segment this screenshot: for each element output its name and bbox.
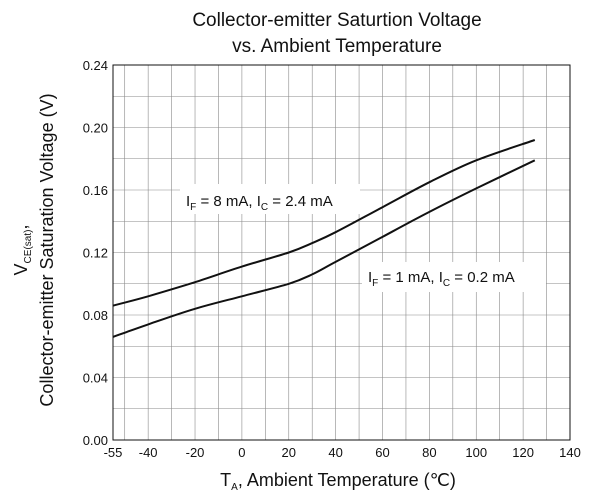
y-tick-label: 0.04	[83, 371, 108, 386]
plot-frame	[112, 64, 571, 441]
annotation-1-part-4: = 2.4 mA	[268, 193, 333, 210]
grid	[113, 65, 570, 440]
y-tick-label: 0.00	[83, 433, 108, 448]
annotation-1-part-3: C	[261, 202, 268, 213]
y-tick-label: 0.20	[83, 121, 108, 136]
annotation-1-part-0: I	[186, 193, 190, 210]
svg-text:IF = 1 mA, IC = 0.2 mA: IF = 1 mA, IC = 0.2 mA	[368, 269, 515, 289]
annotation-1-part-1: F	[190, 202, 196, 213]
x-tick-label: 120	[512, 445, 534, 460]
x-axis-title-rest: , Ambient Temperature (℃)	[238, 470, 456, 490]
x-axis-title-main: T	[220, 470, 231, 490]
x-axis-title: TA, Ambient Temperature (℃)	[220, 470, 456, 492]
annotation-series-2: IF = 1 mA, IC = 0.2 mA	[362, 262, 546, 292]
x-tick-label: 80	[422, 445, 436, 460]
x-tick-label: 100	[465, 445, 487, 460]
x-tick-label: 40	[328, 445, 342, 460]
annotation-2-part-2: = 1 mA, I	[378, 269, 443, 286]
y-tick-label: 0.12	[83, 246, 108, 261]
annotation-2-part-0: I	[368, 269, 372, 286]
y-axis-title-line1: VCE(sat),	[11, 225, 34, 276]
y-axis-title-sub: CE(sat)	[23, 230, 34, 264]
y-axis-ticks: 0.00 0.04 0.08 0.12 0.16 0.20 0.24	[83, 58, 108, 448]
y-tick-label: 0.16	[83, 183, 108, 198]
x-tick-label: 60	[375, 445, 389, 460]
y-tick-label: 0.08	[83, 308, 108, 323]
annotation-1-part-2: = 8 mA, I	[196, 193, 261, 210]
chart-title-line2: vs. Ambient Temperature	[232, 36, 442, 57]
x-tick-label: 140	[559, 445, 581, 460]
y-tick-label: 0.24	[83, 58, 108, 73]
y-axis-title-main: V	[11, 263, 31, 275]
x-tick-label: -20	[186, 445, 205, 460]
series-line-1	[112, 139, 536, 307]
x-axis-title-sub: A	[231, 482, 238, 492]
x-axis-ticks: -55 -40 -20 0 20 40 60 80 100 120 140	[104, 445, 581, 460]
annotation-series-1: IF = 8 mA, IC = 2.4 mA	[180, 184, 360, 214]
annotation-2-part-4: = 0.2 mA	[450, 269, 515, 286]
x-tick-label: 20	[282, 445, 296, 460]
x-tick-label: -55	[104, 445, 123, 460]
svg-text:IF = 8 mA, IC = 2.4 mA: IF = 8 mA, IC = 2.4 mA	[186, 193, 333, 213]
series-lines	[112, 139, 536, 338]
x-tick-label: 0	[238, 445, 245, 460]
x-tick-label: -40	[139, 445, 158, 460]
chart-title-line1: Collector-emitter Saturtion Voltage	[192, 10, 481, 31]
series-line-2	[112, 159, 536, 338]
y-axis-title-line2: Collector-emitter Saturation Voltage (V)	[37, 93, 57, 406]
annotation-2-part-3: C	[443, 278, 450, 289]
y-axis-title-comma: ,	[11, 225, 31, 230]
annotation-2-part-1: F	[372, 278, 378, 289]
